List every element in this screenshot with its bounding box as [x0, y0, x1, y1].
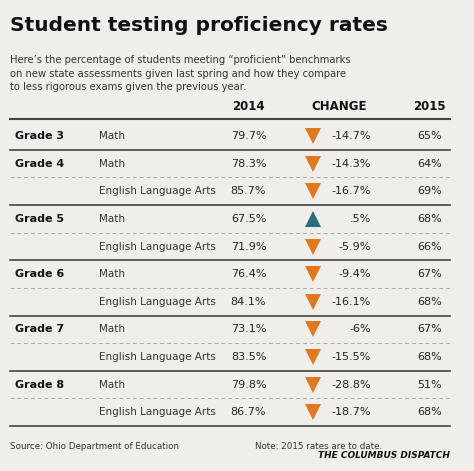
Text: 78.3%: 78.3% — [231, 159, 266, 169]
Text: -16.7%: -16.7% — [331, 186, 371, 196]
Text: 84.1%: 84.1% — [231, 297, 266, 307]
Text: THE COLUMBUS DISPATCH: THE COLUMBUS DISPATCH — [319, 451, 450, 460]
Text: -9.4%: -9.4% — [338, 269, 371, 279]
Text: Math: Math — [99, 131, 125, 141]
Text: -18.7%: -18.7% — [331, 407, 371, 417]
Text: -5.9%: -5.9% — [338, 242, 371, 252]
Text: 2015: 2015 — [413, 100, 446, 113]
Text: Math: Math — [99, 159, 125, 169]
Text: Student testing proficiency rates: Student testing proficiency rates — [10, 16, 388, 35]
Text: -16.1%: -16.1% — [332, 297, 371, 307]
Text: English Language Arts: English Language Arts — [99, 407, 216, 417]
Text: 51%: 51% — [418, 380, 442, 390]
Text: Grade 8: Grade 8 — [15, 380, 64, 390]
Text: English Language Arts: English Language Arts — [99, 352, 216, 362]
Text: 64%: 64% — [418, 159, 442, 169]
Text: 71.9%: 71.9% — [231, 242, 266, 252]
Text: Grade 4: Grade 4 — [15, 159, 64, 169]
Text: 67%: 67% — [418, 325, 442, 334]
Text: -28.8%: -28.8% — [331, 380, 371, 390]
Text: 68%: 68% — [418, 407, 442, 417]
Text: Grade 3: Grade 3 — [15, 131, 64, 141]
Text: Math: Math — [99, 380, 125, 390]
Text: 83.5%: 83.5% — [231, 352, 266, 362]
Text: 67%: 67% — [418, 269, 442, 279]
Text: 2014: 2014 — [232, 100, 265, 113]
Text: 79.7%: 79.7% — [231, 131, 266, 141]
Text: 73.1%: 73.1% — [231, 325, 266, 334]
Text: -14.7%: -14.7% — [331, 131, 371, 141]
Text: .5%: .5% — [350, 214, 371, 224]
Text: 68%: 68% — [418, 214, 442, 224]
Text: Math: Math — [99, 214, 125, 224]
Text: Math: Math — [99, 269, 125, 279]
Text: -14.3%: -14.3% — [331, 159, 371, 169]
Text: -6%: -6% — [349, 325, 371, 334]
Text: Note: 2015 rates are to date.: Note: 2015 rates are to date. — [255, 442, 383, 451]
Text: 69%: 69% — [418, 186, 442, 196]
Text: Here’s the percentage of students meeting “proficient” benchmarks
on new state a: Here’s the percentage of students meetin… — [10, 55, 351, 92]
Text: English Language Arts: English Language Arts — [99, 242, 216, 252]
Text: 67.5%: 67.5% — [231, 214, 266, 224]
Text: Grade 6: Grade 6 — [15, 269, 64, 279]
Text: Math: Math — [99, 325, 125, 334]
Text: English Language Arts: English Language Arts — [99, 297, 216, 307]
Text: 85.7%: 85.7% — [231, 186, 266, 196]
Text: 79.8%: 79.8% — [231, 380, 266, 390]
Text: 76.4%: 76.4% — [231, 269, 266, 279]
Text: Source: Ohio Department of Education: Source: Ohio Department of Education — [10, 442, 180, 451]
Text: Grade 7: Grade 7 — [15, 325, 64, 334]
Text: 86.7%: 86.7% — [231, 407, 266, 417]
Text: -15.5%: -15.5% — [332, 352, 371, 362]
Text: 66%: 66% — [418, 242, 442, 252]
Text: 65%: 65% — [418, 131, 442, 141]
Text: 68%: 68% — [418, 297, 442, 307]
Text: 68%: 68% — [418, 352, 442, 362]
Text: Grade 5: Grade 5 — [15, 214, 64, 224]
Text: CHANGE: CHANGE — [311, 100, 366, 113]
Text: English Language Arts: English Language Arts — [99, 186, 216, 196]
